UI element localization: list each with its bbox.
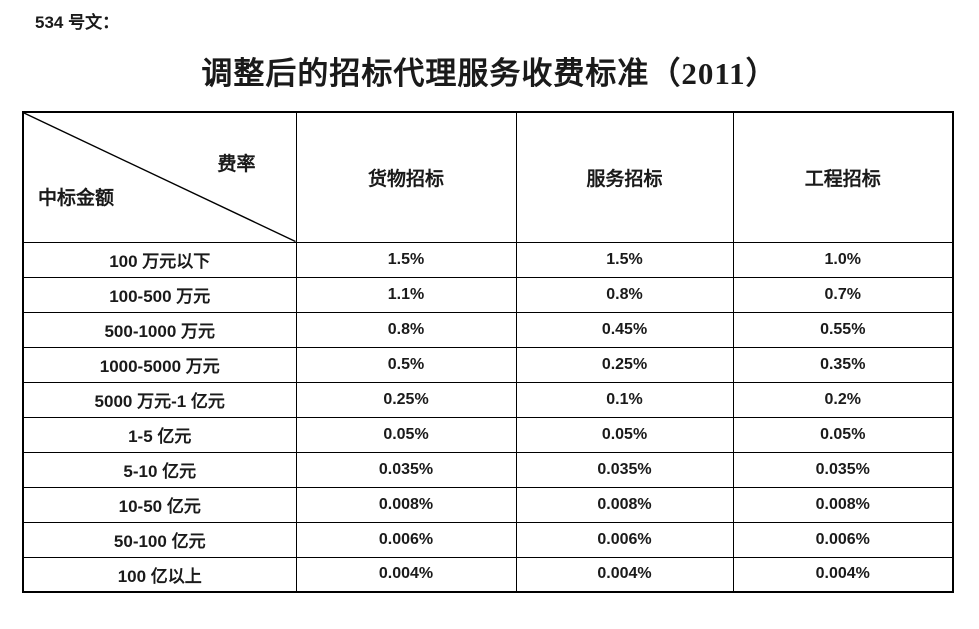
rate-value-cell: 1.1% <box>295 276 517 313</box>
amount-range-cell: 100-500 万元 <box>22 276 297 313</box>
diagonal-divider-line <box>24 113 296 242</box>
fee-standard-table: 费率 中标金额 货物招标 服务招标 工程招标 100 万元以下 1.5% 1.5% 1… <box>22 111 954 593</box>
rate-value-cell: 0.45% <box>515 311 734 348</box>
amount-range-cell: 100 亿以上 <box>22 556 297 593</box>
rate-value-cell: 0.2% <box>732 381 954 418</box>
corner-label-amount: 中标金额 <box>38 188 115 209</box>
table-row: 50-100 亿元 0.006% 0.006% 0.006% <box>22 521 954 558</box>
rate-value-cell: 0.8% <box>295 311 517 348</box>
table-row: 1000-5000 万元 0.5% 0.25% 0.35% <box>22 346 954 383</box>
table-row: 5000 万元-1 亿元 0.25% 0.1% 0.2% <box>22 381 954 418</box>
corner-header-cell: 费率 中标金额 <box>22 111 297 243</box>
rate-value-cell: 0.5% <box>295 346 517 383</box>
rate-value-cell: 0.25% <box>295 381 517 418</box>
amount-range-cell: 1-5 亿元 <box>22 416 297 453</box>
amount-range-cell: 5000 万元-1 亿元 <box>22 381 297 418</box>
table-row: 100 亿以上 0.004% 0.004% 0.004% <box>22 556 954 593</box>
table-body: 100 万元以下 1.5% 1.5% 1.0% 100-500 万元 1.1% 0.8% 0.… <box>22 241 954 593</box>
doc-number-label: 534 号文： <box>35 13 120 32</box>
table-row: 100 万元以下 1.5% 1.5% 1.0% <box>22 241 954 278</box>
table-row: 500-1000 万元 0.8% 0.45% 0.55% <box>22 311 954 348</box>
rate-value-cell: 1.5% <box>515 241 734 278</box>
rate-value-cell: 0.035% <box>732 451 954 488</box>
rate-value-cell: 0.008% <box>732 486 954 523</box>
rate-value-cell: 0.55% <box>732 311 954 348</box>
column-header-services: 服务招标 <box>515 111 734 243</box>
column-header-goods: 货物招标 <box>295 111 517 243</box>
rate-value-cell: 0.35% <box>732 346 954 383</box>
page-title: 调整后的招标代理服务收费标准（2011） <box>201 56 778 91</box>
rate-value-cell: 0.035% <box>295 451 517 488</box>
amount-range-cell: 500-1000 万元 <box>22 311 297 348</box>
rate-value-cell: 0.05% <box>732 416 954 453</box>
table-row: 1-5 亿元 0.05% 0.05% 0.05% <box>22 416 954 453</box>
header-row: 费率 中标金额 货物招标 服务招标 工程招标 <box>22 111 954 243</box>
amount-range-cell: 100 万元以下 <box>22 241 297 278</box>
column-header-engineering: 工程招标 <box>732 111 954 243</box>
rate-value-cell: 0.008% <box>515 486 734 523</box>
rate-value-cell: 0.25% <box>515 346 734 383</box>
rate-value-cell: 0.006% <box>515 521 734 558</box>
amount-range-cell: 10-50 亿元 <box>22 486 297 523</box>
rate-value-cell: 0.05% <box>515 416 734 453</box>
rate-value-cell: 0.006% <box>732 521 954 558</box>
amount-range-cell: 5-10 亿元 <box>22 451 297 488</box>
rate-value-cell: 1.0% <box>732 241 954 278</box>
rate-value-cell: 0.004% <box>515 556 734 593</box>
rate-value-cell: 0.7% <box>732 276 954 313</box>
rate-value-cell: 0.035% <box>515 451 734 488</box>
rate-value-cell: 0.004% <box>295 556 517 593</box>
rate-value-cell: 0.006% <box>295 521 517 558</box>
rate-value-cell: 0.008% <box>295 486 517 523</box>
table-row: 5-10 亿元 0.035% 0.035% 0.035% <box>22 451 954 488</box>
amount-range-cell: 1000-5000 万元 <box>22 346 297 383</box>
rate-value-cell: 0.1% <box>515 381 734 418</box>
rate-value-cell: 0.05% <box>295 416 517 453</box>
amount-range-cell: 50-100 亿元 <box>22 521 297 558</box>
corner-label-rate: 费率 <box>217 154 256 175</box>
table-row: 100-500 万元 1.1% 0.8% 0.7% <box>22 276 954 313</box>
rate-value-cell: 1.5% <box>295 241 517 278</box>
rate-value-cell: 0.004% <box>732 556 954 593</box>
rate-value-cell: 0.8% <box>515 276 734 313</box>
table-row: 10-50 亿元 0.008% 0.008% 0.008% <box>22 486 954 523</box>
